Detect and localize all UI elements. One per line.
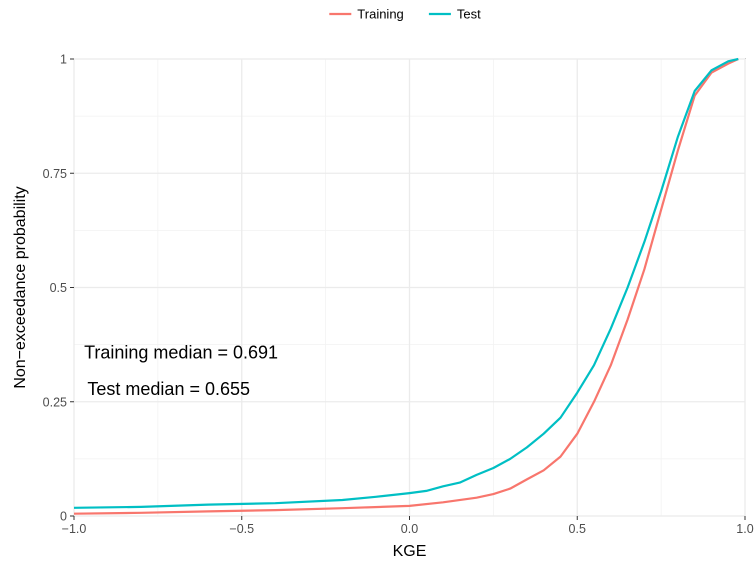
y-tick-label: 0.25 <box>43 395 67 409</box>
x-tick-label: −0.5 <box>229 522 254 536</box>
x-tick-label: 0.5 <box>569 522 586 536</box>
x-axis-title: KGE <box>393 543 427 560</box>
series-lines <box>73 57 739 515</box>
series-line-training <box>73 57 739 515</box>
y-tick-label: 0 <box>60 510 67 524</box>
grid-lines <box>73 58 746 517</box>
median-annotation: Training median = 0.691 <box>84 342 278 362</box>
annotations: Training median = 0.691 Test median = 0.6… <box>84 342 278 399</box>
series-line-test <box>73 57 739 509</box>
legend-label-test: Test <box>457 7 481 22</box>
y-tick-label: 0.5 <box>50 281 67 295</box>
y-axis-ticks: 0 0.25 0.5 0.75 1 <box>43 53 74 524</box>
x-tick-label: 1.0 <box>736 522 753 536</box>
x-tick-label: −1.0 <box>62 522 87 536</box>
x-tick-label: 0.0 <box>401 522 418 536</box>
y-tick-label: 1 <box>60 53 67 67</box>
legend-label-training: Training <box>357 7 403 22</box>
x-axis-ticks: −1.0 −0.5 0.0 0.5 1.0 <box>62 516 754 536</box>
legend: Training Test <box>329 7 481 22</box>
median-annotation: Test median = 0.655 <box>87 379 250 399</box>
y-tick-label: 0.75 <box>43 167 67 181</box>
y-axis-title: Non−exceedance probability <box>12 186 29 388</box>
